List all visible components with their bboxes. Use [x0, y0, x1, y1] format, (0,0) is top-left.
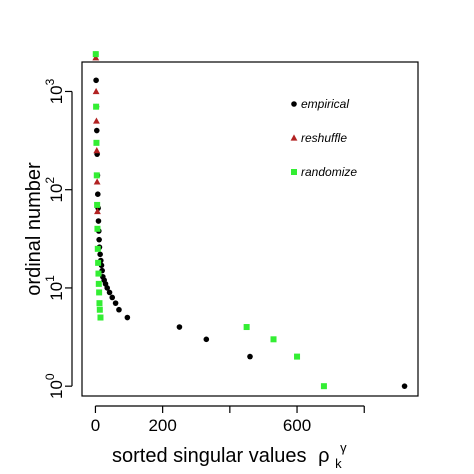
x-axis-title: sorted singular values ρ k γ	[112, 440, 347, 473]
randomize-point	[270, 336, 277, 343]
legend-label-randomize: randomize	[301, 165, 357, 179]
reshuffle-point	[94, 207, 101, 215]
reshuffle-point	[92, 87, 100, 95]
randomize-point	[93, 172, 100, 179]
randomize-point	[97, 314, 104, 321]
empirical-point	[109, 294, 116, 301]
y-axis-title: ordinal number	[23, 162, 45, 296]
series-empirical	[92, 51, 408, 389]
randomize-point	[320, 383, 327, 390]
x-tick-label: 600	[283, 416, 311, 435]
randomize-point	[94, 245, 101, 252]
x-axis-title-text: sorted singular values	[112, 445, 307, 467]
empirical-point	[97, 251, 103, 258]
data-marks	[92, 51, 408, 390]
legend-item-empirical: empirical	[291, 97, 349, 111]
empirical-point	[112, 300, 119, 306]
randomize-point	[93, 103, 100, 110]
y-tick-label: 103	[43, 78, 66, 104]
empirical-point	[116, 306, 122, 313]
legend: empirical reshuffle randomize	[290, 97, 357, 179]
reshuffle-point	[93, 147, 101, 154]
randomize-point	[294, 353, 301, 360]
randomize-point	[94, 201, 101, 208]
legend-label-empirical: empirical	[301, 97, 349, 111]
x-axis-title-symbol: ρ	[318, 445, 329, 467]
y-tick-label: 102	[43, 177, 66, 203]
randomize-point	[93, 139, 100, 146]
x-axis-title-superscript: γ	[340, 440, 347, 455]
legend-marker-reshuffle	[290, 134, 298, 141]
empirical-point	[95, 218, 102, 224]
randomize-point	[96, 289, 103, 296]
series-reshuffle	[92, 54, 101, 215]
empirical-point	[96, 236, 102, 243]
legend-label-reshuffle: reshuffle	[301, 131, 347, 145]
reshuffle-point	[92, 54, 100, 61]
legend-marker-empirical	[291, 101, 297, 107]
legend-item-reshuffle: reshuffle	[290, 131, 347, 145]
empirical-point	[247, 353, 253, 360]
empirical-point	[93, 127, 100, 134]
empirical-point	[106, 289, 113, 296]
randomize-point	[243, 324, 250, 331]
randomize-point	[95, 270, 102, 277]
empirical-point	[124, 314, 131, 321]
empirical-point	[203, 336, 210, 343]
y-axis: 100 101 102 103	[43, 78, 73, 399]
reshuffle-point	[93, 117, 100, 124]
x-axis: 0 200 600	[91, 405, 365, 435]
y-tick-label: 101	[43, 275, 66, 301]
empirical-point	[94, 191, 101, 198]
empirical-point	[93, 77, 99, 84]
legend-item-randomize: randomize	[291, 165, 357, 179]
legend-marker-randomize	[291, 169, 297, 175]
randomize-point	[96, 306, 103, 313]
plot-frame	[81, 61, 419, 397]
randomize-point	[94, 225, 101, 232]
randomize-point	[95, 259, 102, 266]
reshuffle-point	[93, 178, 101, 185]
x-tick-label: 0	[91, 416, 100, 435]
series-randomize	[92, 51, 327, 390]
x-axis-title-subscript: k	[335, 456, 342, 471]
empirical-point	[401, 383, 408, 389]
y-tick-label: 100	[43, 373, 66, 399]
randomize-point	[96, 300, 103, 307]
empirical-point	[176, 324, 183, 330]
randomize-point	[92, 51, 99, 58]
x-tick-label: 200	[148, 416, 176, 435]
randomize-point	[95, 280, 102, 287]
